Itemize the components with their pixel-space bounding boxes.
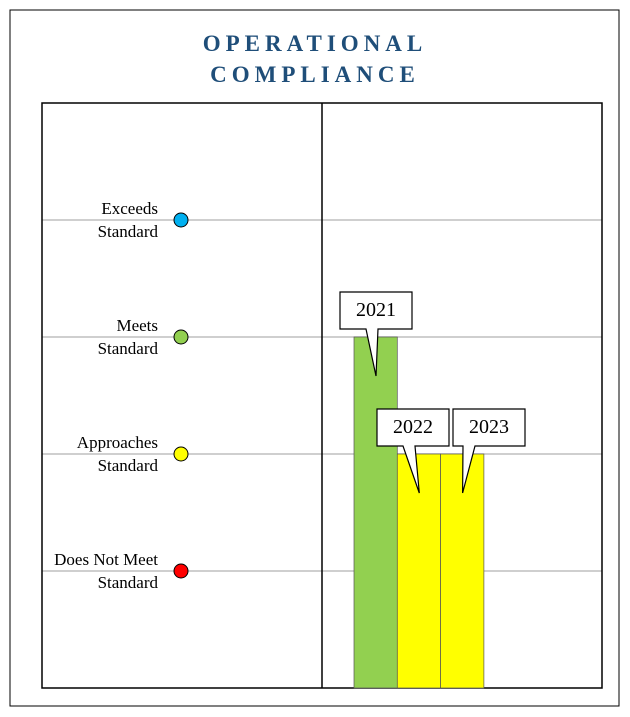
level-dot [173, 446, 189, 462]
callout [452, 408, 526, 494]
y-tick-label: Exceeds Standard [97, 199, 158, 241]
level-dot [173, 212, 189, 228]
y-tick-label: Meets Standard [97, 316, 158, 358]
level-dot [173, 563, 189, 579]
frame [9, 9, 620, 707]
level-dot [173, 329, 189, 345]
bar [353, 336, 398, 689]
callout-label: 2023 [469, 416, 509, 438]
chart-title: OPERATIONAL COMPLIANCE [202, 31, 428, 87]
callout-label: 2022 [393, 416, 433, 438]
y-tick-label: Does Not Meet Standard [54, 550, 158, 592]
callout [376, 408, 450, 494]
callout [339, 291, 413, 377]
callout-label: 2021 [356, 299, 396, 321]
y-tick-label: Approaches Standard [76, 433, 158, 475]
